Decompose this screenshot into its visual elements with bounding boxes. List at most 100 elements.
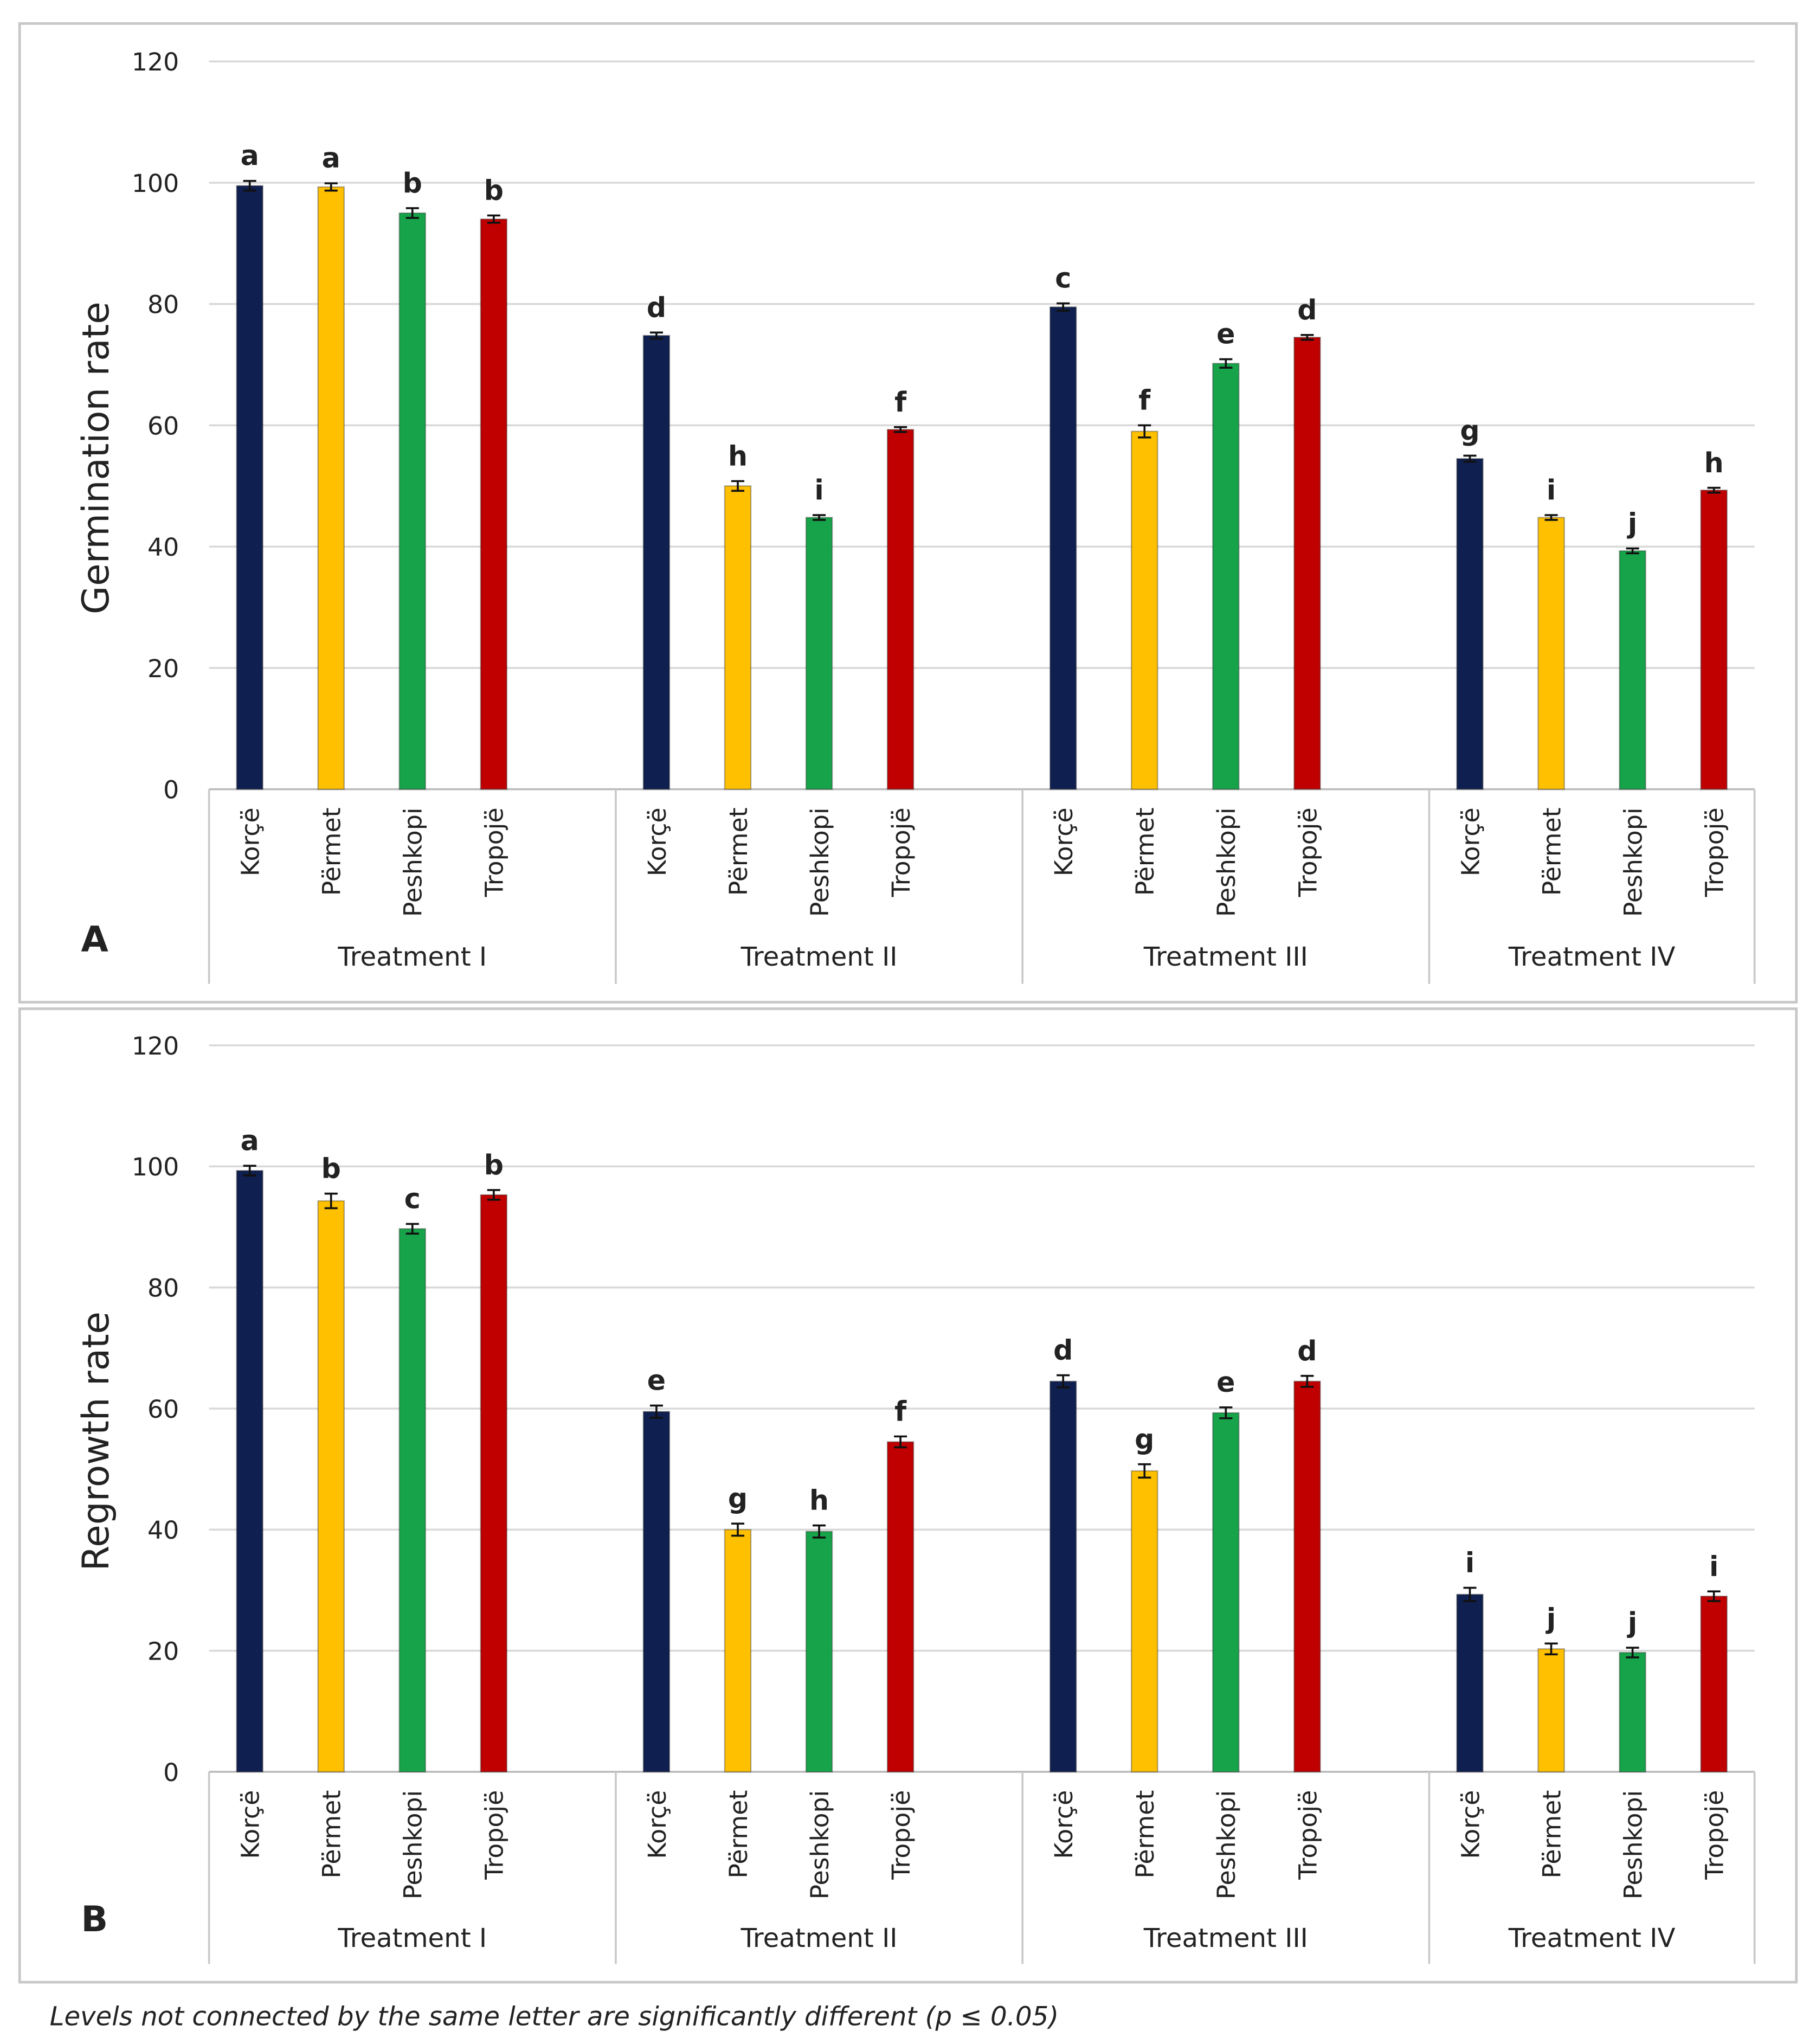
- significance-letter: i: [1547, 474, 1556, 506]
- significance-letter: j: [1627, 1606, 1637, 1638]
- x-tick-label: Tropojë: [886, 1790, 916, 1880]
- bar: [642, 335, 671, 790]
- bar: [236, 1169, 263, 1773]
- y-tick-label: 80: [147, 1274, 179, 1303]
- x-tick-label: Korçë: [1049, 1790, 1078, 1859]
- error-bar: [1626, 1647, 1639, 1659]
- x-tick-label: Korçë: [642, 807, 672, 876]
- error-bar: [1707, 1590, 1721, 1602]
- error-bar: [405, 1223, 419, 1235]
- y-tick-label: 0: [163, 775, 179, 805]
- panel-frame: [18, 1007, 1798, 1984]
- x-tick-label: Peshkopi: [398, 1790, 428, 1900]
- significance-letter: d: [1297, 294, 1317, 326]
- y-tick-label: 80: [147, 290, 179, 319]
- y-tick-label: 60: [147, 1394, 179, 1424]
- x-tick-label: Peshkopi: [805, 807, 834, 917]
- error-bar: [487, 1189, 500, 1201]
- significance-letter: b: [403, 167, 422, 199]
- bar: [724, 485, 752, 790]
- significance-letter: g: [728, 1482, 748, 1514]
- y-tick-label: 100: [132, 1152, 179, 1181]
- error-bar: [324, 1192, 338, 1210]
- bar: [1049, 1380, 1077, 1773]
- significance-letter: g: [1135, 1423, 1154, 1455]
- error-bar: [649, 331, 663, 340]
- error-bar: [731, 1522, 745, 1537]
- significance-letter: c: [1055, 262, 1071, 294]
- error-bar: [1544, 514, 1558, 521]
- x-tick-label: Tropojë: [1700, 1790, 1729, 1880]
- y-tick-label: 120: [132, 47, 179, 76]
- bar: [1537, 1648, 1565, 1773]
- significance-letter: e: [1216, 1366, 1235, 1398]
- error-bar: [894, 426, 907, 433]
- x-tick-label: Korçë: [236, 1790, 265, 1859]
- error-bar: [813, 1524, 826, 1539]
- error-bar: [405, 207, 419, 219]
- significance-letter: d: [1053, 1334, 1073, 1366]
- significance-letter: a: [241, 140, 259, 172]
- error-bar: [813, 514, 826, 521]
- y-axis-label: Germination rate: [74, 301, 117, 614]
- error-bar: [1544, 1642, 1558, 1656]
- error-bar: [1300, 1374, 1314, 1388]
- error-bar: [324, 182, 338, 192]
- bar: [886, 429, 915, 790]
- error-bar: [243, 179, 256, 192]
- error-bar: [1219, 1406, 1233, 1419]
- bar: [1700, 1595, 1728, 1773]
- bar: [317, 1200, 345, 1773]
- y-tick-label: 0: [163, 1758, 179, 1787]
- x-tick-label: Tropojë: [480, 807, 509, 897]
- x-tick-label: Peshkopi: [805, 1790, 834, 1900]
- x-tick-label: Korçë: [1049, 807, 1078, 876]
- bar: [1537, 517, 1565, 790]
- x-tick-label: Përmet: [317, 1790, 346, 1879]
- significance-letter: f: [894, 386, 907, 418]
- significance-letter: h: [809, 1484, 829, 1516]
- group-label: Treatment II: [740, 942, 898, 972]
- bar: [480, 1194, 508, 1773]
- y-axis-label: Regrowth rate: [74, 1312, 117, 1571]
- bar: [886, 1441, 915, 1773]
- y-tick-label: 20: [147, 1637, 179, 1666]
- y-tick-label: 40: [147, 532, 179, 562]
- error-bar: [1219, 358, 1233, 369]
- bar: [1456, 1593, 1484, 1773]
- significance-letter: c: [404, 1183, 421, 1215]
- significance-letter: i: [814, 474, 823, 506]
- x-tick-label: Përmet: [724, 1790, 753, 1879]
- x-tick-label: Tropojë: [1293, 807, 1322, 897]
- significance-letter: e: [647, 1365, 666, 1397]
- bar: [805, 517, 833, 790]
- error-bar: [243, 1165, 256, 1177]
- significance-letter: b: [484, 174, 504, 206]
- panel-letter: B: [81, 1899, 108, 1940]
- group-label: Treatment I: [337, 1923, 487, 1953]
- bar: [1700, 489, 1728, 790]
- group-label: Treatment III: [1143, 942, 1308, 972]
- x-tick-label: Korçë: [1456, 807, 1485, 876]
- x-tick-label: Tropojë: [1700, 807, 1729, 897]
- significance-letter: d: [1297, 1335, 1317, 1367]
- panel-letter: A: [81, 919, 108, 960]
- x-tick-label: Korçë: [642, 1790, 672, 1859]
- significance-letter: f: [894, 1395, 907, 1427]
- error-bar: [1057, 1374, 1070, 1389]
- group-label: Treatment III: [1143, 1923, 1308, 1953]
- group-label: Treatment II: [740, 1923, 898, 1953]
- x-tick-label: Tropojë: [480, 1790, 509, 1880]
- bar: [236, 185, 263, 790]
- error-bar: [1300, 333, 1314, 341]
- bar: [1049, 306, 1077, 790]
- x-tick-label: Korçë: [1456, 1790, 1485, 1859]
- error-bar: [1057, 302, 1070, 312]
- error-bar: [1138, 1463, 1151, 1479]
- y-tick-label: 40: [147, 1515, 179, 1545]
- significance-letter: e: [1216, 318, 1235, 350]
- group-label: Treatment IV: [1508, 1923, 1676, 1953]
- error-bar: [1707, 486, 1721, 494]
- error-bar: [487, 214, 500, 224]
- bar: [480, 218, 508, 790]
